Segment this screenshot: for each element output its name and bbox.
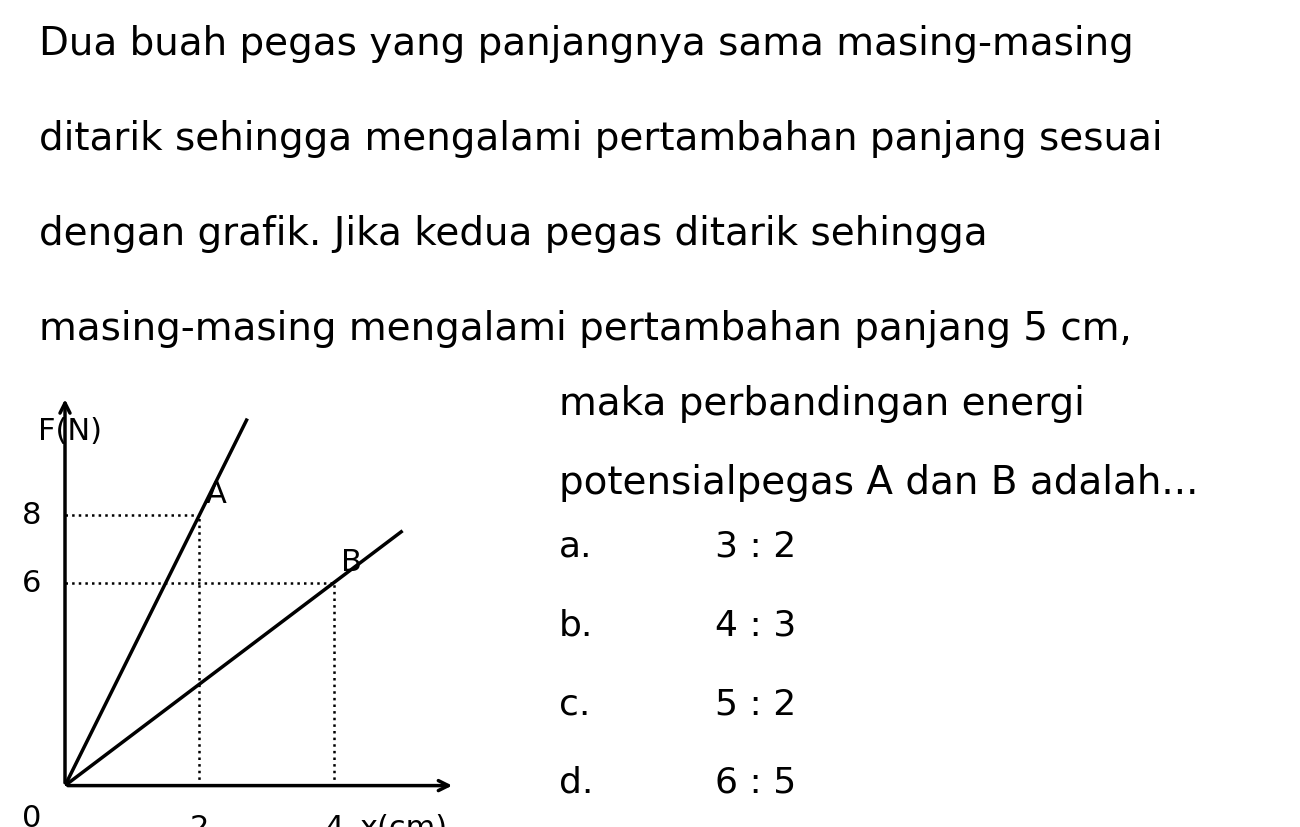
Text: A: A [207,480,228,509]
Text: 8: 8 [22,501,42,530]
Text: 2: 2 [190,813,209,827]
Text: F(N): F(N) [38,417,103,446]
Text: a.: a. [559,529,593,563]
Text: Dua buah pegas yang panjangnya sama masing-masing: Dua buah pegas yang panjangnya sama masi… [39,25,1134,63]
Text: c.: c. [559,686,590,720]
Text: 4 : 3: 4 : 3 [715,608,796,642]
Text: masing-masing mengalami pertambahan panjang 5 cm,: masing-masing mengalami pertambahan panj… [39,310,1132,348]
Text: B: B [341,547,361,576]
Text: 6: 6 [22,568,42,597]
Text: dengan grafik. Jika kedua pegas ditarik sehingga: dengan grafik. Jika kedua pegas ditarik … [39,215,988,253]
Text: maka perbandingan energi: maka perbandingan energi [559,385,1086,423]
Text: 0: 0 [22,802,42,827]
Text: 3 : 2: 3 : 2 [715,529,796,563]
Text: b.: b. [559,608,593,642]
Text: 6 : 5: 6 : 5 [715,765,796,799]
Text: 5 : 2: 5 : 2 [715,686,796,720]
Text: x(cm): x(cm) [359,813,447,827]
Text: ditarik sehingga mengalami pertambahan panjang sesuai: ditarik sehingga mengalami pertambahan p… [39,120,1162,158]
Text: 4: 4 [324,813,343,827]
Text: d.: d. [559,765,593,799]
Text: potensialpegas A dan B adalah...: potensialpegas A dan B adalah... [559,463,1199,501]
